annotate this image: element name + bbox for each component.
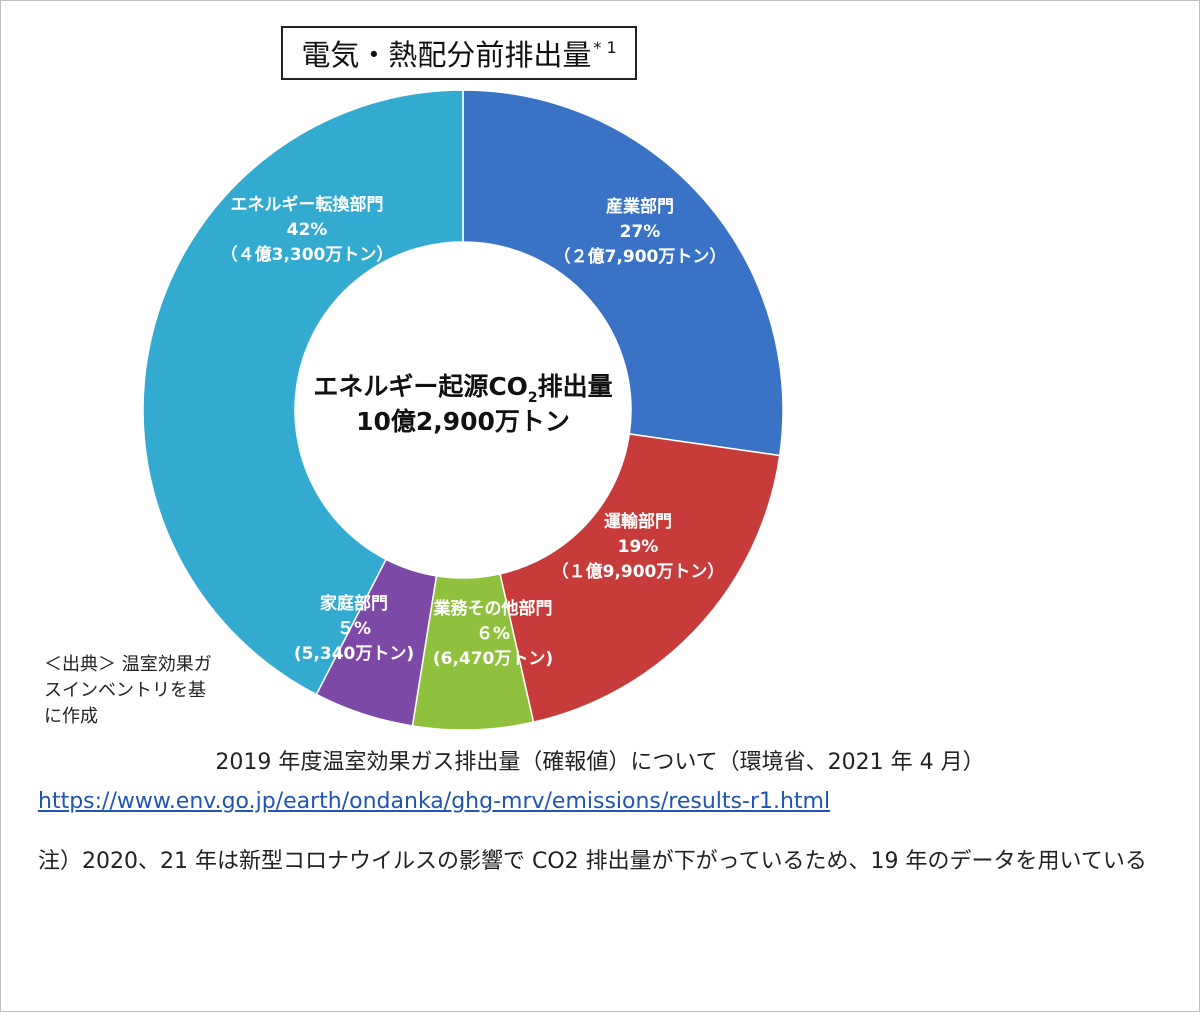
- slice-4: [142, 89, 464, 696]
- slice-name-label: 家庭部門: [320, 593, 388, 614]
- caption: 2019 年度温室効果ガス排出量（確報値）について（環境省、2021 年 4 月…: [215, 750, 985, 775]
- center-label: エネルギー起源CO2排出量 10億2,900万トン: [313, 372, 612, 436]
- slice-percent-label: 42%: [287, 220, 328, 240]
- slice-percent-label: ６%: [476, 624, 510, 644]
- slice-0: [462, 89, 784, 457]
- labels-group: 産業部門 27% （２億7,900万トン） 運輸部門 19% （１億9,900万トン） 業務…: [221, 194, 727, 669]
- center-label-line1: エネルギー起源CO2排出量: [313, 372, 612, 406]
- slice-name-label: 業務その他部門: [434, 598, 553, 619]
- slice-amount-label: （２億7,900万トン）: [554, 246, 727, 267]
- source-link[interactable]: https://www.env.go.jp/earth/ondanka/ghg-…: [38, 789, 831, 814]
- slice-percent-label: 27%: [620, 222, 661, 242]
- slice-amount-label: (5,340万トン): [294, 644, 414, 664]
- chart-title: 電気・熱配分前排出量 * 1: [281, 26, 637, 80]
- center-label-line2: 10億2,900万トン: [356, 407, 570, 436]
- slices-group: [142, 89, 784, 731]
- slice-amount-label: （４億3,300万トン）: [221, 244, 394, 265]
- slice-name-label: 産業部門: [606, 196, 674, 217]
- slice-percent-label: ５%: [337, 619, 371, 639]
- slice-1: [499, 433, 781, 724]
- slice-percent-label: 19%: [618, 537, 659, 557]
- source-note: ＜出典＞ 温室効果ガスインベントリを基に作成: [44, 654, 212, 727]
- slice-amount-label: （１億9,900万トン）: [552, 561, 725, 582]
- slice-name-label: 運輸部門: [604, 511, 672, 532]
- slice-name-label: エネルギー転換部門: [231, 194, 384, 215]
- chart-title-note: * 1: [593, 37, 617, 57]
- donut-chart: 産業部門 27% （２億7,900万トン） 運輸部門 19% （１億9,900万トン） 業務…: [142, 89, 784, 731]
- chart-title-text: 電気・熱配分前排出量: [301, 38, 592, 72]
- slice-amount-label: (6,470万トン): [433, 649, 553, 669]
- footnote: 注）2020、21 年は新型コロナウイルスの影響で CO2 排出量が下がっている…: [38, 849, 1147, 874]
